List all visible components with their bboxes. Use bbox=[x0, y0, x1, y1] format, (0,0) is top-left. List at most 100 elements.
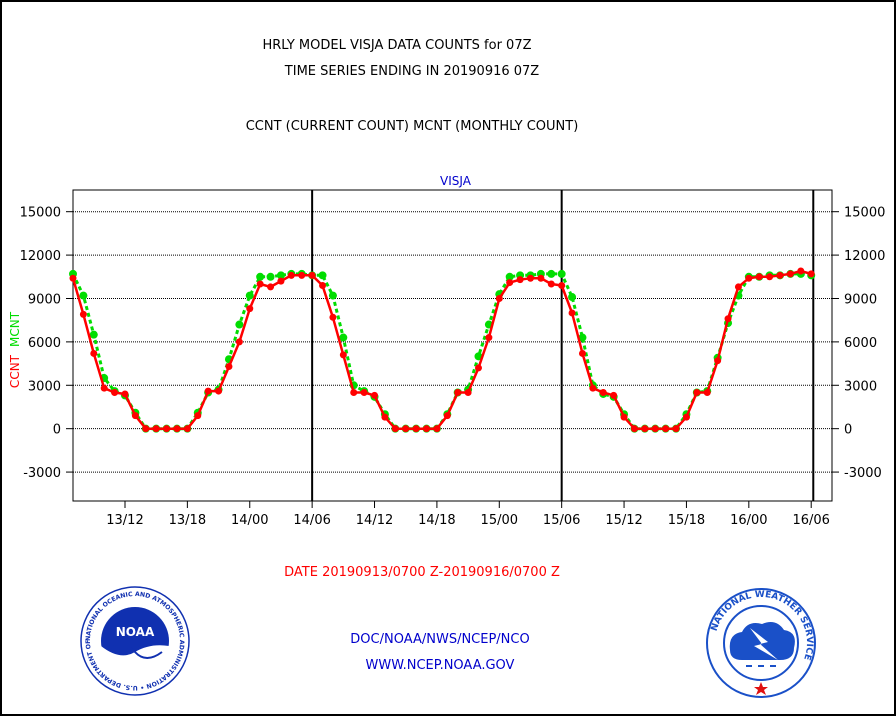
data-point-ccnt bbox=[672, 425, 680, 433]
data-point-ccnt bbox=[412, 425, 420, 433]
x-tick-label: 13/12 bbox=[106, 513, 143, 528]
data-point-ccnt bbox=[350, 389, 358, 397]
data-point-ccnt bbox=[703, 389, 711, 397]
y-tick-label-right: 9000 bbox=[844, 292, 877, 307]
y-tick-label-left: 0 bbox=[53, 423, 61, 438]
x-tick-label: 15/00 bbox=[481, 513, 518, 528]
x-tick-label: 14/06 bbox=[293, 513, 330, 528]
data-point-mcnt bbox=[328, 291, 337, 300]
data-point-ccnt bbox=[589, 384, 597, 392]
x-tick-label: 14/18 bbox=[418, 513, 455, 528]
data-point-ccnt bbox=[755, 273, 763, 281]
y-tick-label-right: -3000 bbox=[844, 466, 882, 481]
data-point-ccnt bbox=[786, 270, 794, 278]
data-point-ccnt bbox=[693, 389, 701, 397]
data-point-ccnt bbox=[90, 349, 98, 357]
data-point-ccnt bbox=[111, 389, 119, 397]
data-point-ccnt bbox=[163, 425, 171, 433]
data-point-ccnt bbox=[391, 425, 399, 433]
data-point-ccnt bbox=[682, 413, 690, 421]
data-point-ccnt bbox=[423, 425, 431, 433]
data-point-ccnt bbox=[797, 267, 805, 275]
data-point-ccnt bbox=[526, 274, 534, 282]
data-point-ccnt bbox=[277, 277, 285, 285]
chart-subtitle: VISJA bbox=[440, 174, 472, 188]
data-point-ccnt bbox=[485, 334, 493, 342]
data-point-ccnt bbox=[329, 313, 337, 321]
y-tick-label-left: 12000 bbox=[20, 249, 61, 264]
data-point-ccnt bbox=[204, 387, 212, 395]
series-line-mcnt bbox=[71, 272, 812, 431]
data-point-ccnt bbox=[79, 310, 87, 318]
y-tick-label-left: 15000 bbox=[20, 206, 61, 221]
data-point-ccnt bbox=[547, 280, 555, 288]
data-point-ccnt bbox=[402, 425, 410, 433]
data-point-ccnt bbox=[599, 389, 607, 397]
data-point-ccnt bbox=[474, 364, 482, 372]
data-point-ccnt bbox=[121, 390, 129, 398]
data-point-ccnt bbox=[183, 425, 191, 433]
data-point-ccnt bbox=[766, 273, 774, 281]
y-tick-label-left: 3000 bbox=[28, 379, 61, 394]
y-tick-label-right: 3000 bbox=[844, 379, 877, 394]
data-point-ccnt bbox=[152, 425, 160, 433]
website-link[interactable]: WWW.NCEP.NOAA.GOV bbox=[365, 658, 515, 673]
data-point-ccnt bbox=[724, 315, 732, 323]
data-point-ccnt bbox=[714, 357, 722, 365]
data-point-ccnt bbox=[662, 425, 670, 433]
data-point-ccnt bbox=[734, 283, 742, 291]
data-point-ccnt bbox=[287, 271, 295, 279]
data-point-ccnt bbox=[371, 391, 379, 399]
data-point-mcnt bbox=[266, 272, 275, 281]
data-point-ccnt bbox=[578, 349, 586, 357]
data-point-mcnt bbox=[568, 293, 577, 302]
data-point-ccnt bbox=[568, 309, 576, 317]
data-point-ccnt bbox=[776, 271, 784, 279]
data-point-ccnt bbox=[745, 274, 753, 282]
data-point-ccnt bbox=[495, 294, 503, 302]
data-point-ccnt bbox=[381, 413, 389, 421]
y-tick-label-left: -3000 bbox=[23, 466, 61, 481]
org-label: DOC/NOAA/NWS/NCEP/NCO bbox=[350, 632, 530, 647]
data-point-ccnt bbox=[256, 280, 264, 288]
data-point-ccnt bbox=[339, 351, 347, 359]
data-point-mcnt bbox=[318, 271, 327, 280]
data-point-ccnt bbox=[630, 425, 638, 433]
y-tick-label-left: 6000 bbox=[28, 336, 61, 351]
data-point-ccnt bbox=[360, 389, 368, 397]
data-point-ccnt bbox=[620, 413, 628, 421]
data-point-ccnt bbox=[194, 412, 202, 420]
plot-area bbox=[72, 189, 833, 502]
data-point-ccnt bbox=[433, 425, 441, 433]
x-tick-label: 16/06 bbox=[792, 513, 829, 528]
noaa-logo-text: NOAA bbox=[116, 625, 155, 639]
y-tick-label-right: 6000 bbox=[844, 336, 877, 351]
data-point-ccnt bbox=[308, 271, 316, 279]
x-tick-label: 15/18 bbox=[668, 513, 705, 528]
x-tick-label: 14/12 bbox=[356, 513, 393, 528]
data-point-ccnt bbox=[516, 276, 524, 284]
noaa-logo: NATIONAL OCEANIC AND ATMOSPHERIC ADMINIS… bbox=[80, 586, 190, 696]
chart-title-line-3: CCNT (CURRENT COUNT) MCNT (MONTHLY COUNT… bbox=[245, 119, 579, 134]
y-axis-label: CCNT MCNT bbox=[8, 311, 22, 388]
data-point-mcnt bbox=[235, 320, 244, 329]
data-point-ccnt bbox=[454, 389, 462, 397]
data-point-ccnt bbox=[506, 279, 514, 287]
x-tick-label: 14/00 bbox=[231, 513, 268, 528]
data-point-mcnt bbox=[557, 269, 566, 278]
x-tick-label: 16/00 bbox=[730, 513, 767, 528]
x-tick-label: 15/06 bbox=[543, 513, 580, 528]
data-point-ccnt bbox=[225, 362, 233, 370]
data-point-ccnt bbox=[464, 389, 472, 397]
x-tick-label: 15/12 bbox=[605, 513, 642, 528]
data-point-mcnt bbox=[578, 333, 587, 342]
series-line-ccnt bbox=[71, 269, 812, 430]
data-point-mcnt bbox=[79, 291, 88, 300]
chart-title-line-2: TIME SERIES ENDING IN 20190916 07Z bbox=[284, 64, 540, 79]
data-point-mcnt bbox=[256, 272, 265, 281]
data-point-ccnt bbox=[443, 412, 451, 420]
data-point-ccnt bbox=[641, 425, 649, 433]
data-point-ccnt bbox=[235, 338, 243, 346]
data-point-mcnt bbox=[89, 330, 98, 339]
